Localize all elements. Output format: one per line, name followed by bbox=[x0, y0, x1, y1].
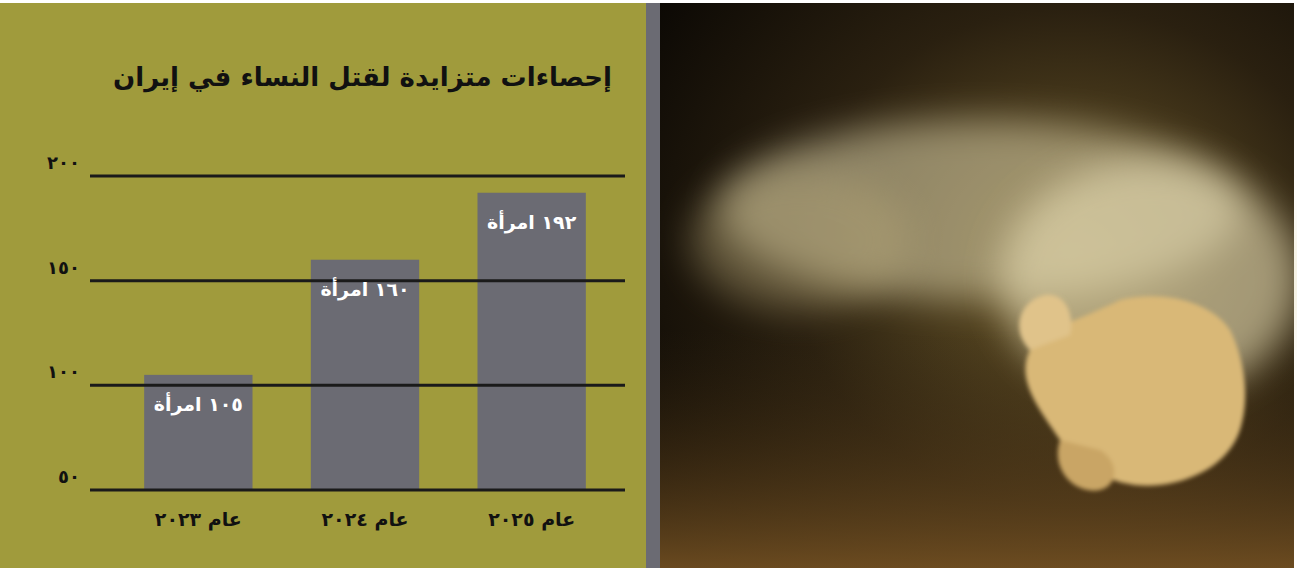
hand-finger bbox=[1058, 440, 1115, 491]
category-label: عام ٢٠٢٥ bbox=[488, 508, 575, 531]
title: إحصاءات متزايدة لقتل النساء في إيران bbox=[113, 62, 612, 93]
hand-finger bbox=[1019, 295, 1071, 350]
category-label: عام ٢٠٢٤ bbox=[321, 508, 408, 531]
grid-line bbox=[90, 489, 625, 492]
tick-label: ١٠٠ bbox=[47, 361, 80, 382]
photo-cloth bbox=[690, 170, 910, 310]
grid-line bbox=[90, 384, 625, 387]
grid bbox=[90, 176, 625, 490]
category-label: عام ٢٠٢٣ bbox=[155, 508, 242, 531]
data-label: ١٦٠ امرأة bbox=[320, 277, 409, 301]
grid-line bbox=[90, 175, 625, 178]
bar bbox=[311, 260, 419, 490]
tick-label: ٥٠ bbox=[58, 466, 80, 487]
tick-label: ٢٠٠ bbox=[47, 152, 80, 173]
photo-hand bbox=[1019, 295, 1245, 491]
bar bbox=[144, 375, 252, 490]
photo bbox=[660, 3, 1297, 568]
bar bbox=[478, 193, 586, 490]
chart-panel bbox=[0, 3, 646, 568]
canvas: إحصاءات متزايدة لقتل النساء في إيران ٥٠ ١٠… bbox=[0, 0, 1297, 571]
data-label: ١٩٢ امرأة bbox=[487, 210, 577, 234]
divider bbox=[646, 3, 660, 568]
bars bbox=[144, 193, 586, 490]
data-label: ١٠٥ امرأة bbox=[154, 392, 243, 416]
tick-label: ١٥٠ bbox=[47, 257, 80, 278]
